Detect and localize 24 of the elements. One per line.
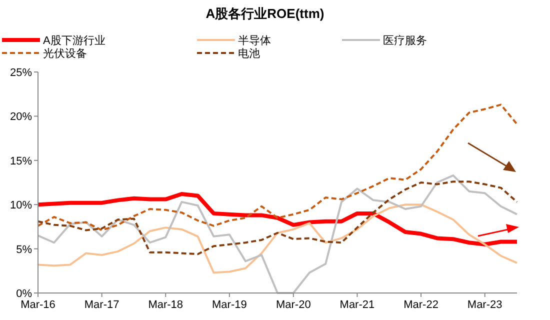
y-tick-label: 25% bbox=[10, 67, 32, 79]
line-series bbox=[37, 104, 518, 232]
line-series bbox=[37, 204, 518, 274]
y-tick-label: 5% bbox=[16, 244, 32, 256]
line-series bbox=[36, 192, 519, 246]
x-tick-label: Mar-16 bbox=[20, 299, 56, 311]
legend-label: 电池 bbox=[238, 47, 260, 60]
x-tick-label: Mar-19 bbox=[212, 299, 247, 311]
x-tick-label: Mar-17 bbox=[84, 299, 120, 311]
x-tick-label: Mar-18 bbox=[148, 299, 184, 311]
x-tick-label: Mar-20 bbox=[276, 299, 311, 311]
x-tick-label: Mar-22 bbox=[404, 299, 438, 311]
legend-label: 半导体 bbox=[238, 34, 271, 47]
x-tick-label: Mar-21 bbox=[340, 299, 375, 311]
chart-title: A股各行业ROE(ttm) bbox=[206, 6, 324, 21]
legend-label: A股下游行业 bbox=[43, 34, 106, 47]
y-tick-label: 20% bbox=[10, 111, 32, 124]
legend-label: 医疗服务 bbox=[383, 34, 427, 47]
x-tick-label: Mar-23 bbox=[467, 299, 502, 311]
y-tick-label: 0% bbox=[16, 288, 32, 300]
y-tick-label: 15% bbox=[10, 155, 32, 168]
y-tick-label: 10% bbox=[10, 200, 32, 212]
legend-label: 光伏设备 bbox=[43, 47, 87, 60]
line-series bbox=[37, 180, 518, 256]
